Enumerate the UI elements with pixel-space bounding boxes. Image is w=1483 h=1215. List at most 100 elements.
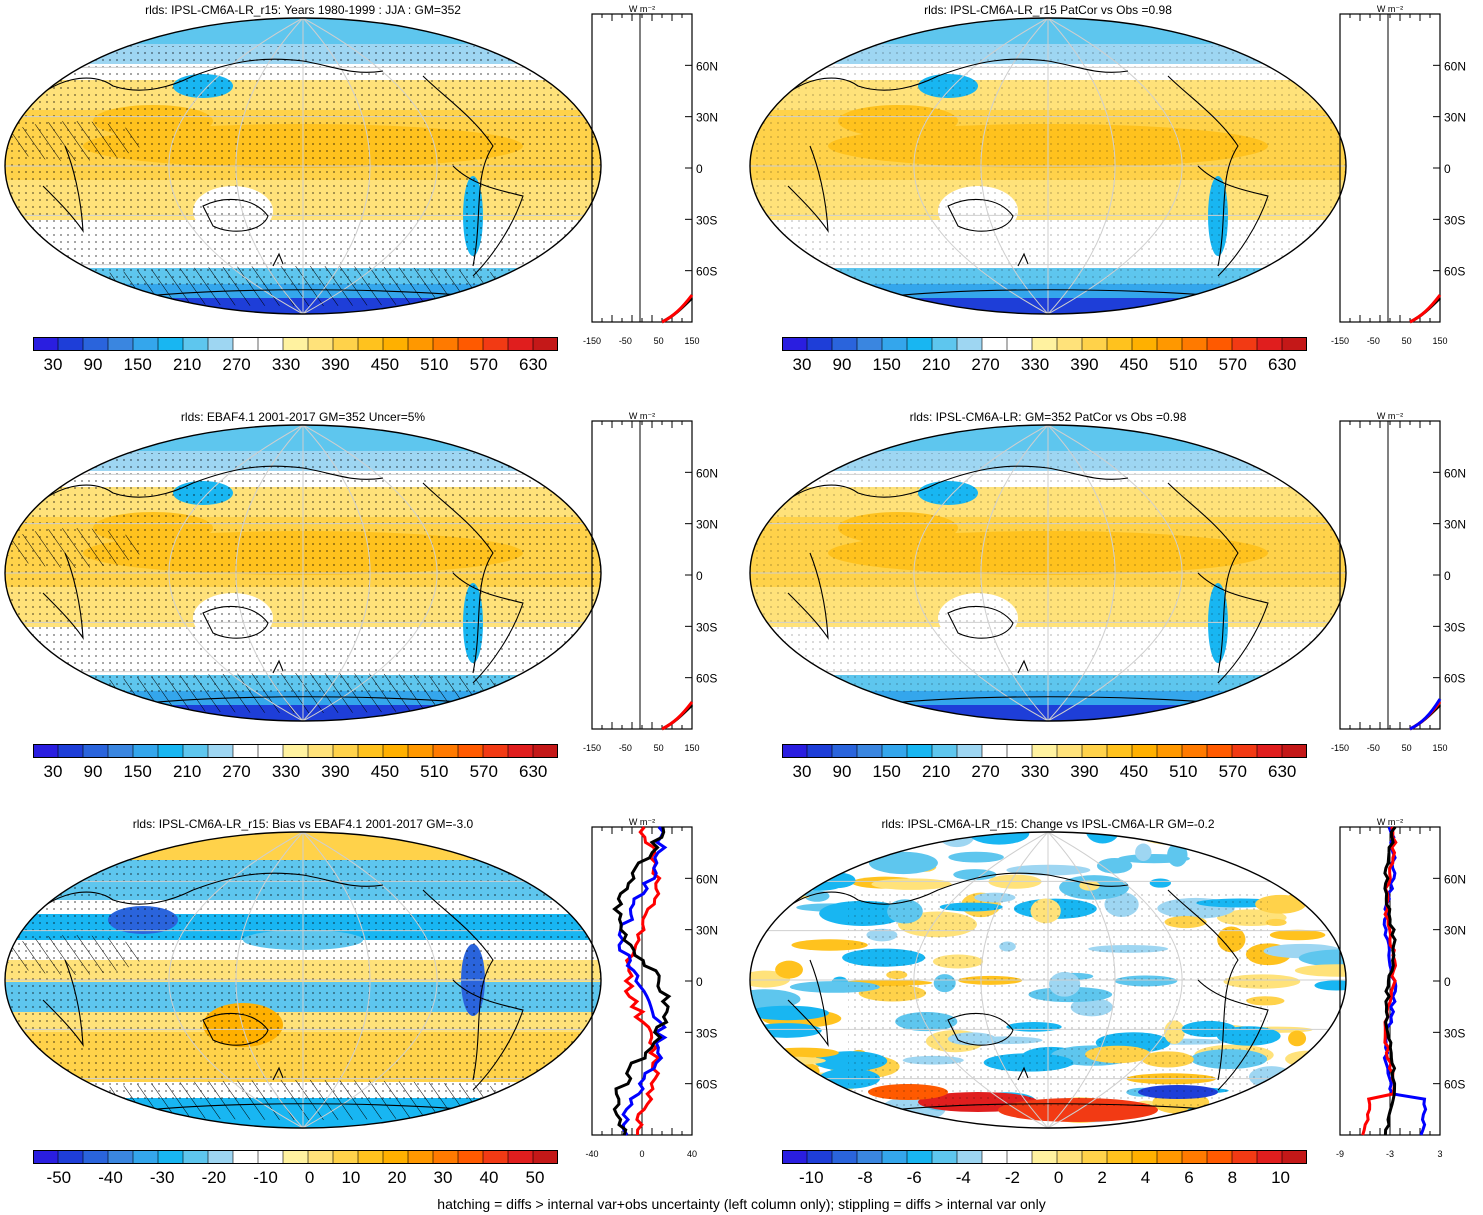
colorbar-swatch — [158, 744, 184, 758]
colorbar-swatch — [807, 744, 833, 758]
colorbar-tick-label: 30 — [433, 1168, 453, 1187]
zonal-x-tick-label: -40 — [585, 1149, 598, 1157]
colorbar-swatch — [982, 337, 1008, 351]
colorbar-swatch — [383, 1150, 409, 1164]
colorbar-swatch — [1132, 1150, 1158, 1164]
colorbar — [33, 1150, 558, 1164]
coastlines — [22, 465, 524, 709]
colorbar-tick-label: 10 — [1271, 1168, 1291, 1187]
map-field — [750, 425, 1346, 721]
colorbar-tick-label: 450 — [370, 355, 400, 374]
colorbar-swatch — [932, 1150, 958, 1164]
colorbar-swatch — [333, 744, 359, 758]
colorbar-swatch — [957, 337, 983, 351]
colorbar-swatch — [1157, 1150, 1183, 1164]
colorbar-swatch — [1057, 1150, 1083, 1164]
zonal-frame — [591, 13, 693, 323]
longitude-line — [302, 18, 438, 314]
colorbar-tick-label: -2 — [1004, 1168, 1020, 1187]
colorbar-swatch — [308, 337, 334, 351]
robinson-map — [4, 424, 602, 722]
colorbar-swatch — [433, 337, 459, 351]
map-border — [4, 831, 602, 1129]
zonal-lat-label: 30S — [696, 213, 717, 227]
colorbar-swatch — [208, 744, 234, 758]
colorbar-swatch — [208, 1150, 234, 1164]
colorbar-swatch — [782, 337, 808, 351]
longitude-line — [913, 832, 1049, 1128]
zonal-frame — [591, 420, 693, 730]
colorbar-tick-labels: 30 90 150 210 270 330 390 450 510 570 630 — [782, 762, 1307, 782]
zonal-curve-red — [623, 826, 662, 1136]
zonal-x-tick-label: -3 — [1386, 1149, 1394, 1157]
colorbar-outline — [33, 1150, 558, 1164]
zonal-lat-label: 30S — [1444, 213, 1465, 227]
colorbar-swatch — [857, 1150, 883, 1164]
zonal-mean-plot: W m⁻² 60N 30N 0 30S 60S -40 0 40 — [585, 817, 718, 1157]
colorbar-swatch — [957, 1150, 983, 1164]
zonal-lat-label: 30N — [1444, 924, 1466, 938]
colorbar-swatch — [1232, 744, 1258, 758]
colorbar-swatch — [1057, 744, 1083, 758]
longitude-line — [302, 18, 371, 314]
zonal-mean-plot: W m⁻² 60N 30N 0 30S 60S -150 -50 50 150 — [1331, 411, 1466, 751]
zonal-mean-plot: W m⁻² 60N 30N 0 30S 60S -150 -50 50 150 — [583, 411, 718, 751]
colorbar-tick-label: 8 — [1227, 1168, 1238, 1187]
zonal-unit-label: W m⁻² — [1377, 4, 1403, 14]
colorbar-tick-labels: 30 90 150 210 270 330 390 450 510 570 630 — [33, 762, 558, 782]
zonal-lat-label: 30S — [1444, 1026, 1465, 1040]
colorbar-swatch — [258, 337, 284, 351]
colorbar-swatch — [383, 744, 409, 758]
colorbar-swatch — [508, 1150, 534, 1164]
colorbar-swatch — [882, 1150, 908, 1164]
colorbar-swatch — [1007, 337, 1033, 351]
colorbar-tick-label: 90 — [832, 355, 852, 374]
colorbar-swatch — [1207, 337, 1233, 351]
colorbar-tick-label: 630 — [1268, 762, 1297, 781]
zonal-x-tick-label: -150 — [1331, 336, 1349, 344]
panel-title: rlds: IPSL-CM6A-LR_r15: Years 1980-1999 … — [145, 3, 461, 17]
colorbar-swatch — [1082, 744, 1108, 758]
colorbar-tick-label: 390 — [321, 355, 350, 374]
colorbar-tick-label: 270 — [971, 762, 1000, 781]
longitude-line — [1047, 18, 1116, 314]
zonal-frame — [1339, 13, 1441, 323]
colorbar-swatch — [882, 337, 908, 351]
colorbar-swatch — [133, 337, 159, 351]
panel-title: rlds: EBAF4.1 2001-2017 GM=352 Uncer=5% — [180, 410, 426, 424]
colorbar-tick-label: 210 — [172, 762, 202, 781]
colorbar-tick-label: 390 — [321, 762, 350, 781]
colorbar-swatch — [508, 337, 534, 351]
colorbar-swatch — [1257, 1150, 1283, 1164]
colorbar-swatch — [907, 744, 933, 758]
colorbar-swatch — [1182, 1150, 1208, 1164]
zonal-lat-label: 60N — [1444, 466, 1466, 480]
colorbar-tick-label: 510 — [1169, 355, 1198, 374]
colorbar-swatch — [283, 1150, 309, 1164]
colorbar-swatch — [133, 1150, 159, 1164]
colorbar-tick-label: 630 — [519, 762, 548, 781]
zonal-curve-black — [612, 826, 672, 1136]
colorbar-tick-label: 10 — [341, 1168, 361, 1187]
zonal-lat-label: 0 — [696, 569, 703, 583]
longitude-line — [913, 18, 1049, 314]
zonal-lat-label: 0 — [696, 975, 703, 989]
zonal-unit-label: W m⁻² — [1377, 411, 1403, 421]
zonal-x-tick-label: -50 — [619, 743, 632, 751]
colorbar — [782, 337, 1307, 351]
zonal-lat-label: 30N — [696, 924, 718, 938]
colorbar — [782, 1150, 1307, 1164]
colorbar-tick-label: 210 — [172, 355, 202, 374]
colorbar-swatch — [133, 744, 159, 758]
colorbar-swatch — [258, 744, 284, 758]
robinson-map — [4, 831, 602, 1129]
longitude-line — [168, 425, 304, 721]
colorbar-swatch — [483, 1150, 509, 1164]
colorbar-tick-label: 0 — [304, 1168, 315, 1187]
zonal-x-tick-label: 0 — [639, 1149, 644, 1157]
zonal-curve-red — [661, 701, 694, 731]
colorbar-tick-label: 510 — [420, 762, 449, 781]
zonal-lat-label: 30N — [696, 111, 718, 125]
colorbar-tick-label: 150 — [123, 762, 152, 781]
colorbar-swatch — [1282, 337, 1307, 351]
